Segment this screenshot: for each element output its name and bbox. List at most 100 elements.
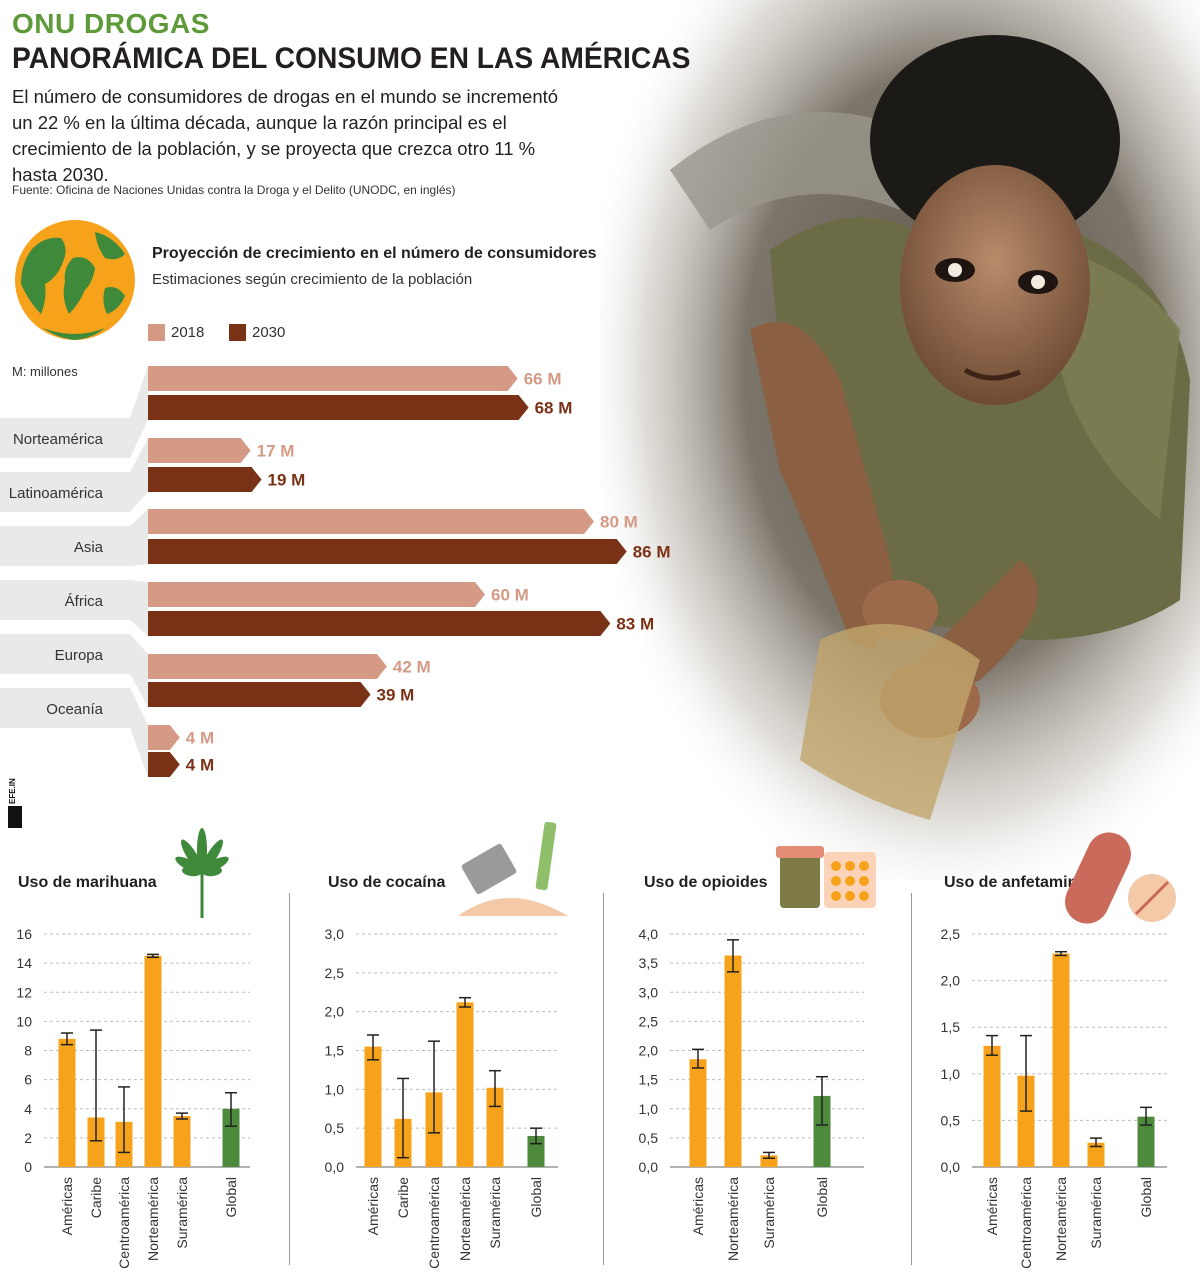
category-label-bg: [0, 438, 148, 512]
bar: [689, 1059, 707, 1167]
y-tick-label: 0,0: [941, 1159, 961, 1175]
y-tick-label: 12: [16, 984, 32, 1000]
powder-pile: [458, 898, 568, 916]
projection-bar-chart: Norteamérica 66 M 68 M Latinoamérica 17 M 19 …: [0, 366, 670, 777]
y-tick-label: 2,0: [639, 1043, 659, 1059]
bar: [87, 1117, 105, 1167]
chart-title: Uso de marihuana: [18, 874, 157, 891]
chart-title: Uso de opioides: [644, 874, 768, 891]
legend-label-2030: 2030: [252, 323, 286, 341]
bar-label-2030: 4 M: [186, 756, 214, 775]
pill-capsule-icon: [1065, 832, 1176, 924]
bar-label-2018: 17 M: [257, 442, 295, 461]
bar: [58, 1038, 76, 1167]
cannabis-leaf-icon: [175, 828, 229, 918]
category-label: Oceanía: [46, 701, 103, 718]
bar: [1017, 1075, 1035, 1167]
razor-blade-icon: [458, 821, 568, 916]
y-tick-label: 1,5: [325, 1043, 345, 1059]
y-tick-label: 3,5: [639, 955, 659, 971]
bar: [983, 1045, 1001, 1167]
x-category-label: Global: [528, 1177, 544, 1217]
bar-label-2030: 68 M: [535, 399, 573, 418]
y-tick-label: 2,5: [941, 926, 961, 942]
chart-icon: [175, 828, 229, 918]
anfetamina-chart: Uso de anfetamina 0,0 0,5 1,0 1,5 2,0 2,5 Améri…: [941, 832, 1176, 1269]
y-tick-label: 4,0: [639, 926, 659, 942]
category-label-bg: [0, 366, 148, 458]
bar-label-2030: 83 M: [616, 615, 654, 634]
pill-bottle-icon: [776, 846, 876, 908]
marihuana-chart: Uso de marihuana 0 2 4 6 8 10 12 14 16 Américas Car…: [16, 828, 250, 1269]
projection-title: Proyección de crecimiento en el número d…: [152, 245, 597, 262]
kicker: ONU DROGAS: [12, 8, 210, 39]
pill: [845, 891, 855, 901]
bar: [222, 1108, 240, 1167]
x-category-label: Centroamérica: [426, 1177, 442, 1269]
y-tick-label: 4: [24, 1101, 32, 1117]
bar: [1137, 1116, 1155, 1167]
legend-item-2030: 2030: [229, 322, 285, 342]
y-tick-label: 14: [16, 955, 32, 971]
bar-label-2018: 80 M: [600, 513, 638, 532]
bar-2030: [148, 752, 180, 777]
bar-2030: [148, 682, 371, 707]
bar-label-2018: 60 M: [491, 586, 529, 605]
bar: [173, 1116, 191, 1167]
legend-item-2018: 2018: [148, 322, 204, 342]
x-category-label: Caribe: [88, 1177, 104, 1218]
chart-title: Uso de anfetamina: [944, 874, 1086, 891]
source-note: Fuente: Oficina de Naciones Unidas contr…: [12, 183, 456, 197]
y-tick-label: 0,5: [941, 1112, 961, 1128]
bar-2018: [148, 725, 180, 750]
bar: [813, 1095, 831, 1167]
bar-label-2018: 66 M: [524, 370, 562, 389]
leaf-blade: [201, 839, 223, 873]
y-tick-label: 2,5: [639, 1013, 659, 1029]
x-category-label: Suramérica: [487, 1177, 503, 1249]
pill: [831, 891, 841, 901]
x-category-label: Global: [1138, 1177, 1154, 1217]
category-label: África: [65, 593, 104, 610]
chart-icon: [776, 846, 876, 908]
y-tick-label: 2: [24, 1130, 32, 1146]
y-tick-label: 0,5: [639, 1130, 659, 1146]
x-category-label: Global: [814, 1177, 830, 1217]
blade: [461, 843, 517, 895]
bar-2018: [148, 438, 251, 463]
y-tick-label: 2,0: [325, 1004, 345, 1020]
bar-2018: [148, 582, 485, 607]
efe-logo: EFE.INK: [8, 778, 22, 828]
y-tick-label: 6: [24, 1072, 32, 1088]
legend-swatch-2030: [229, 323, 246, 341]
x-category-label: Global: [223, 1177, 239, 1217]
bar-label-2030: 19 M: [268, 471, 306, 490]
bar: [144, 955, 162, 1167]
category-label: Asia: [74, 539, 104, 556]
y-tick-label: 0: [24, 1159, 32, 1175]
bar: [760, 1155, 778, 1167]
category-label-bg: [0, 509, 148, 566]
bar: [1087, 1142, 1105, 1167]
chart-icon: [458, 821, 568, 916]
bar-2030: [148, 611, 611, 636]
x-category-label: Centroamérica: [116, 1177, 132, 1269]
efe-logo-text: EFE.INK: [8, 778, 17, 804]
category-label: Europa: [55, 647, 104, 664]
category-label-bg: [0, 688, 148, 777]
divider: [289, 893, 290, 1265]
x-category-label: Américas: [984, 1177, 1000, 1235]
bar-label-2018: 4 M: [186, 729, 214, 748]
legend-swatch-2018: [148, 323, 165, 341]
bottle-cap: [776, 846, 824, 858]
x-category-label: Suramérica: [1088, 1177, 1104, 1249]
x-category-label: Norteamérica: [725, 1177, 741, 1261]
y-tick-label: 1,0: [325, 1081, 345, 1097]
x-category-label: Norteamérica: [145, 1177, 161, 1261]
x-category-label: Américas: [59, 1177, 75, 1235]
y-tick-label: 0,0: [325, 1159, 345, 1175]
bar: [364, 1046, 382, 1167]
y-tick-label: 16: [16, 926, 32, 942]
straw: [535, 821, 557, 891]
y-tick-label: 1,0: [639, 1101, 659, 1117]
